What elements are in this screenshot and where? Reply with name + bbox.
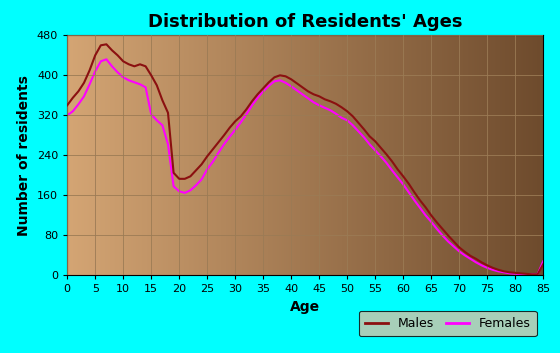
- Males: [86, 68, 93, 72]
- X-axis label: Age: Age: [290, 300, 320, 314]
- Males: [75, 89, 82, 94]
- Females: [64, 113, 71, 118]
- Legend: Males, Females: Males, Females: [359, 311, 537, 336]
- Females: [86, 82, 93, 86]
- Females: [473, 260, 479, 264]
- Y-axis label: Number of residents: Number of residents: [17, 75, 31, 236]
- Line: Females: Females: [67, 59, 543, 274]
- Males: [103, 42, 110, 47]
- Title: Distribution of Residents' Ages: Distribution of Residents' Ages: [148, 13, 463, 31]
- Males: [529, 272, 535, 276]
- Males: [64, 103, 71, 107]
- Males: [120, 59, 127, 64]
- Females: [120, 75, 127, 79]
- Females: [75, 102, 82, 107]
- Line: Males: Males: [67, 44, 543, 274]
- Males: [473, 257, 479, 261]
- Females: [103, 57, 110, 61]
- Females: [517, 272, 524, 276]
- Females: [540, 259, 547, 263]
- Males: [433, 220, 440, 225]
- Males: [299, 85, 306, 89]
- Males: [540, 262, 547, 267]
- Females: [433, 227, 440, 231]
- Females: [299, 92, 306, 96]
